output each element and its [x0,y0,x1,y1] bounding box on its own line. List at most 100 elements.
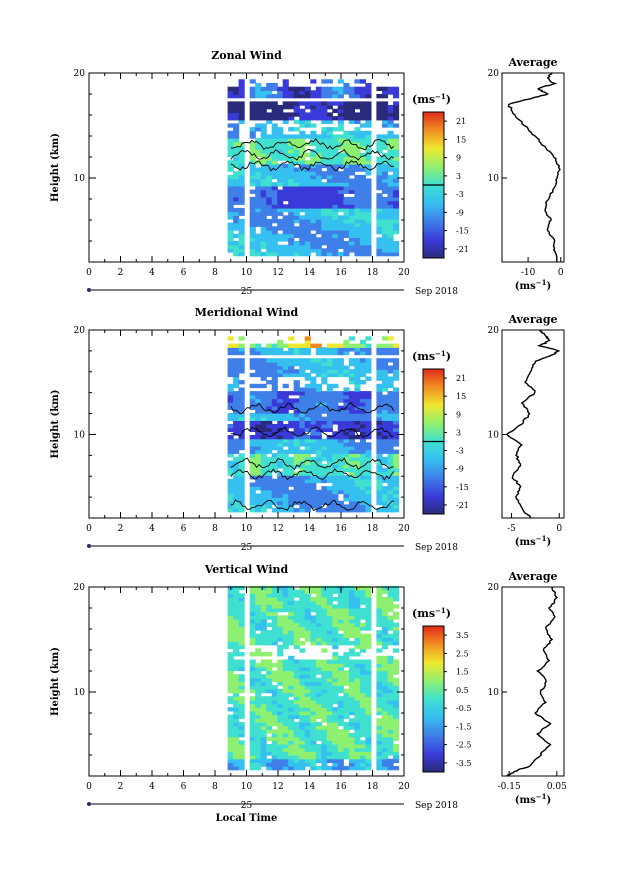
heatmap-cell [288,204,295,209]
y-tick-label: 10 [74,430,86,440]
heatmap-cell [382,744,389,749]
heatmap-cell [365,427,372,432]
heatmap-cell [315,681,322,686]
heatmap-cell [315,174,322,180]
heatmap-cell [227,615,234,620]
heatmap-cell [337,105,344,110]
heatmap-cell [282,729,289,734]
heatmap-cell [288,391,295,396]
heatmap-cell [393,508,400,513]
x-axis-label: Local Time [216,813,278,824]
heatmap-cell [304,160,311,165]
heatmap-cell [343,699,350,705]
heatmap-cell [326,94,333,99]
heatmap-cell [304,475,311,480]
colorbar-tick-label: 15 [456,392,466,401]
heatmap-cell [266,467,273,473]
heatmap-cell [354,387,361,392]
heatmap-cell [365,644,372,650]
heatmap-cell [354,615,361,620]
heatmap-cell [337,174,344,180]
x-tick-label: 20 [398,524,410,534]
heatmap-cell [266,504,273,509]
heatmap-cell [376,597,383,602]
heatmap-cell [326,626,333,631]
heatmap-cell [332,604,339,609]
heatmap-cell [343,420,350,425]
heatmap-cell [315,343,322,348]
heatmap-cell [382,497,389,502]
heatmap-cell [332,237,339,242]
heatmap-cell [299,597,306,602]
heatmap-cell [393,152,400,158]
heatmap-cell [282,630,289,635]
heatmap-cell [249,160,256,165]
heatmap-cell [271,130,278,136]
heatmap-cell [326,174,333,180]
heatmap-cell [277,112,284,117]
heatmap-cell [260,145,267,150]
heatmap-cell [393,420,400,425]
heatmap-cell [277,222,284,227]
heatmap-cell [271,160,278,165]
heatmap-cell [266,721,273,727]
heatmap-cell [271,134,278,139]
heatmap-cell [238,241,245,246]
heatmap-cell [304,237,311,242]
heatmap-cell [321,160,328,165]
heatmap-cell [299,626,306,631]
heatmap-cell [393,174,400,180]
heatmap-cell [376,630,383,635]
heatmap-cell [354,489,361,495]
heatmap-cell [365,244,372,249]
heatmap-cell [249,207,256,213]
heatmap-cell [365,608,372,613]
heatmap-cell [282,405,289,410]
heatmap-cell [332,710,339,716]
heatmap-cell [304,413,311,418]
heatmap-cell [310,456,317,462]
heatmap-cell [238,174,245,180]
heatmap-cell [326,248,333,253]
heatmap-cell [348,211,355,216]
heatmap-cell [288,372,295,378]
heatmap-cell [354,597,361,602]
heatmap-cell [227,226,234,231]
heatmap-cell [365,721,372,727]
heatmap-cell [304,424,311,429]
heatmap-cell [337,372,344,378]
heatmap-cell [326,112,333,117]
heatmap-cell [348,149,355,154]
heatmap-cell [332,252,339,257]
heatmap-cell [266,119,273,124]
heatmap-cell [315,453,322,458]
heatmap-cell [321,475,328,480]
heatmap-cell [266,233,273,238]
heatmap-cell [337,127,344,132]
heatmap-cell [315,163,322,169]
heatmap-cell [255,619,262,624]
heatmap-cell [277,508,284,513]
heatmap-cell [315,90,322,95]
heatmap-cell [288,655,295,661]
heatmap-cell [354,112,361,117]
heatmap-cell [260,409,267,414]
x-tick-label: 10 [241,268,253,278]
heatmap-cell [393,185,400,191]
heatmap-cell [249,747,256,752]
heatmap-cell [321,478,328,484]
heatmap-cell [266,156,273,161]
heatmap-cell [304,241,311,246]
heatmap-cell [354,674,361,679]
heatmap-cell [315,207,322,213]
heatmap-cell [365,219,372,224]
heatmap-cell [348,500,355,506]
heatmap-cell [255,185,262,191]
heatmap-cell [260,608,267,613]
heatmap-cell [376,681,383,686]
heatmap-cell [376,622,383,627]
heatmap-cell [238,703,245,708]
heatmap-cell [249,105,256,110]
heatmap-cell [266,585,273,591]
heatmap-cell [382,431,389,436]
